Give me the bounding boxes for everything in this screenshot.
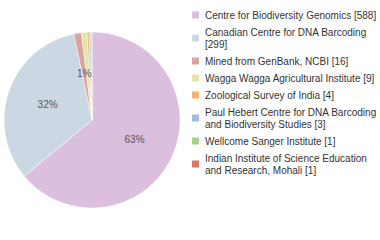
svg-text:32%: 32% — [38, 99, 58, 110]
svg-text:[299]: [299] — [205, 39, 227, 50]
svg-text:Paul Hebert Centre for DNA Bar: Paul Hebert Centre for DNA Barcoding — [205, 107, 379, 118]
svg-text:Wellcome Sanger Institute [1]: Wellcome Sanger Institute [1] — [205, 136, 336, 147]
svg-text:Centre for Biodiversity Genomi: Centre for Biodiversity Genomics [588] — [205, 10, 376, 21]
svg-text:63%: 63% — [125, 134, 145, 145]
svg-text:Indian Institute of Science Ed: Indian Institute of Science Education — [205, 153, 370, 164]
svg-text:Zoological Survey of India [4]: Zoological Survey of India [4] — [205, 90, 334, 101]
svg-text:1%: 1% — [77, 68, 92, 79]
svg-text:and Biodiversity Studies [3]: and Biodiversity Studies [3] — [205, 119, 326, 130]
svg-text:and Research, Mohali [1]: and Research, Mohali [1] — [205, 165, 316, 176]
svg-text:Canadian Centre for DNA Barcod: Canadian Centre for DNA Barcoding — [205, 27, 369, 38]
svg-text:Mined from GenBank, NCBI [16]: Mined from GenBank, NCBI [16] — [205, 56, 349, 67]
svg-text:Wagga Wagga Agricultural Insti: Wagga Wagga Agricultural Institute [9] — [205, 73, 375, 84]
